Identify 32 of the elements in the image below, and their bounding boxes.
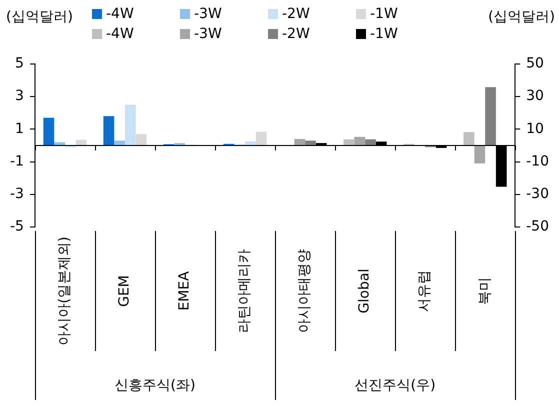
y2-tick-label: 10 bbox=[526, 120, 544, 137]
text: 선진주식(우) bbox=[354, 378, 436, 394]
y-tick-label: -3 bbox=[10, 186, 24, 202]
legend-label: -2W bbox=[282, 26, 310, 42]
text: 신흥주식(좌) bbox=[114, 378, 196, 394]
y-tick-label: -5 bbox=[10, 218, 24, 235]
x-tick-label: 북미 bbox=[476, 277, 493, 305]
x-tick-label: 아시아(일본제외) bbox=[56, 236, 73, 346]
x-tick-label: 아시아태평양 bbox=[296, 249, 313, 333]
y-axis-title: (십억달러) bbox=[6, 8, 73, 26]
y2-tick-label: 30 bbox=[526, 88, 544, 104]
legend-label: -4W bbox=[106, 26, 134, 42]
x-tick-label: 라틴아메리카 bbox=[236, 249, 253, 333]
y2-axis-title: (십억달러) bbox=[488, 8, 555, 26]
y2-tick-label: -50 bbox=[526, 218, 550, 235]
x-tick-label: GEM bbox=[116, 275, 133, 307]
legend-label: -4W bbox=[106, 6, 134, 22]
legend-label: -3W bbox=[194, 6, 222, 22]
y2-tick-label: -30 bbox=[526, 186, 550, 202]
legend-label: -1W bbox=[370, 26, 398, 42]
x-tick-label: 서유럽 bbox=[416, 270, 433, 312]
y2-tick-label: -10 bbox=[526, 153, 550, 170]
y-tick-label: 1 bbox=[15, 120, 24, 137]
y-tick-label: 3 bbox=[15, 88, 24, 104]
x-tick-label: Global bbox=[356, 268, 373, 314]
y2-tick-label: 50 bbox=[526, 56, 544, 72]
y-tick-label: 5 bbox=[15, 56, 24, 72]
y-tick-label: -1 bbox=[10, 153, 24, 170]
legend-label: -1W bbox=[370, 6, 398, 22]
x-tick-label: EMEA bbox=[176, 270, 193, 311]
legend-label: -2W bbox=[282, 6, 310, 22]
legend-label: -3W bbox=[194, 26, 222, 42]
